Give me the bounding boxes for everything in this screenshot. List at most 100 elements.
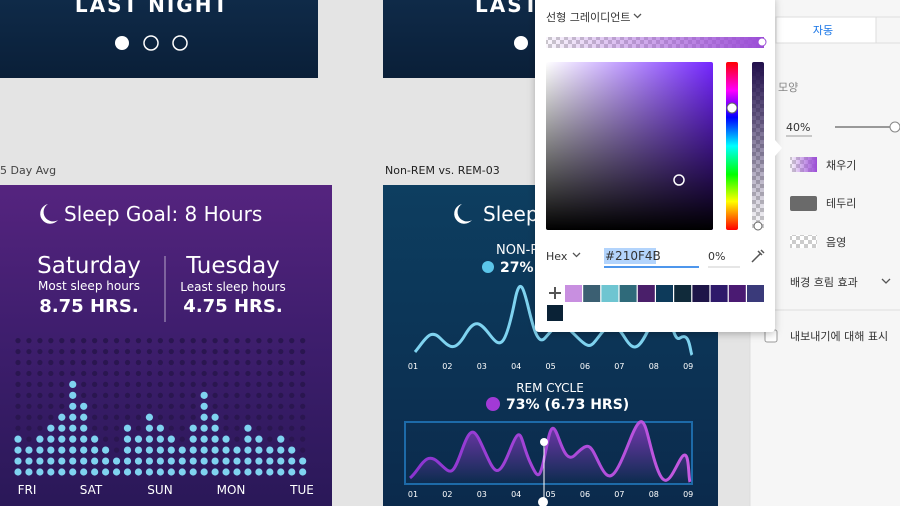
chevron[interactable] (881, 278, 891, 284)
lit-dot (134, 435, 143, 443)
lit-dot (145, 446, 153, 454)
dot (190, 359, 196, 366)
hue-slider[interactable] (726, 62, 738, 230)
slider-knob[interactable] (889, 121, 900, 133)
alpha-knob[interactable] (753, 221, 763, 231)
card-title: Sleep (483, 202, 539, 226)
dot (157, 414, 163, 420)
lit-dot (255, 457, 263, 465)
lit-dot (145, 424, 153, 432)
chevron[interactable] (633, 13, 642, 19)
dot (223, 392, 229, 398)
dot (289, 403, 295, 409)
axis-label: 04 (511, 490, 521, 499)
dot (59, 348, 65, 355)
swatch[interactable] (728, 285, 746, 302)
lit-dot (167, 446, 175, 454)
hue-knob[interactable] (726, 102, 738, 114)
swatch[interactable] (583, 285, 601, 302)
swatch[interactable] (692, 285, 710, 302)
saturation-field[interactable] (546, 62, 713, 230)
percent: 73% (6.73 HRS) (506, 397, 629, 413)
swatch[interactable] (656, 285, 673, 302)
dot (168, 359, 174, 366)
swatch[interactable] (619, 285, 637, 302)
lit-dot (69, 435, 77, 443)
lit-dot (244, 424, 252, 432)
axis-label: 05 (546, 490, 556, 499)
format-select[interactable]: Hex (546, 250, 568, 263)
gradient-mode[interactable]: 선형 그레이디언트 (546, 11, 630, 24)
lit-dot (266, 468, 274, 476)
eyedropper[interactable] (751, 249, 765, 263)
lit-dot (102, 457, 110, 465)
opacity-value[interactable]: 40% (786, 121, 810, 134)
gradient-bar[interactable] (546, 37, 764, 48)
hours: 4.75 HRS. (183, 296, 282, 317)
lit-dot (189, 468, 197, 476)
lit-dot (211, 446, 219, 454)
dot (48, 403, 54, 409)
dot (179, 359, 185, 366)
lit-dot (178, 446, 186, 454)
lit-dot (233, 457, 241, 465)
dot (15, 414, 21, 420)
dot (179, 392, 185, 398)
gradient-stop[interactable] (757, 37, 767, 47)
dot (124, 414, 131, 420)
tab[interactable] (875, 16, 900, 44)
tab[interactable] (775, 16, 877, 44)
lit-dot (69, 380, 77, 388)
lit-dot (200, 435, 208, 443)
add-swatch[interactable] (549, 287, 561, 299)
dot (212, 381, 218, 387)
dot (15, 392, 21, 398)
swatch[interactable] (565, 285, 582, 302)
dot (212, 392, 218, 398)
dot (157, 359, 163, 366)
border-swatch[interactable] (790, 196, 817, 211)
swatch[interactable] (710, 285, 728, 302)
dot (48, 338, 54, 344)
artboard (0, 185, 332, 506)
swatch[interactable] (674, 285, 692, 302)
tab-label[interactable]: 자동 (813, 24, 833, 37)
picker-knob[interactable] (673, 174, 685, 186)
lit-dot (134, 446, 143, 454)
dot (124, 403, 131, 409)
swatch[interactable] (637, 285, 655, 302)
day: Saturday (37, 253, 141, 279)
lit-dot (244, 435, 252, 443)
day-label: SAT (80, 483, 103, 497)
dot (37, 348, 43, 355)
swatch[interactable] (747, 285, 764, 302)
chevron[interactable] (572, 252, 581, 258)
dot (26, 348, 32, 355)
dot (278, 370, 284, 377)
shadow-swatch[interactable] (790, 235, 817, 248)
lit-dot (123, 446, 132, 454)
dot (48, 370, 54, 377)
fill-swatch[interactable] (790, 157, 817, 172)
dot (146, 392, 152, 398)
artboard-label[interactable]: 5 Day Avg (0, 164, 56, 177)
dot (245, 403, 251, 409)
artboard-label[interactable]: Non-REM vs. REM-03 (385, 164, 500, 177)
lit-dot (80, 468, 88, 476)
dot (289, 338, 295, 344)
alpha-input[interactable]: 0% (708, 250, 725, 263)
dot-column (80, 338, 88, 476)
dot (26, 436, 32, 442)
dot-column (36, 338, 44, 476)
swatch[interactable] (547, 305, 563, 321)
dot (190, 348, 196, 355)
swatch[interactable] (601, 285, 619, 302)
dot-column (288, 338, 296, 476)
dot (113, 403, 120, 409)
dot (267, 370, 273, 377)
dot (59, 403, 65, 409)
dot (234, 403, 240, 409)
hex-input[interactable]: #210F4B (605, 249, 661, 263)
alpha-slider[interactable] (752, 62, 764, 230)
checkbox-label[interactable]: 내보내기에 대해 표시 (790, 329, 888, 343)
